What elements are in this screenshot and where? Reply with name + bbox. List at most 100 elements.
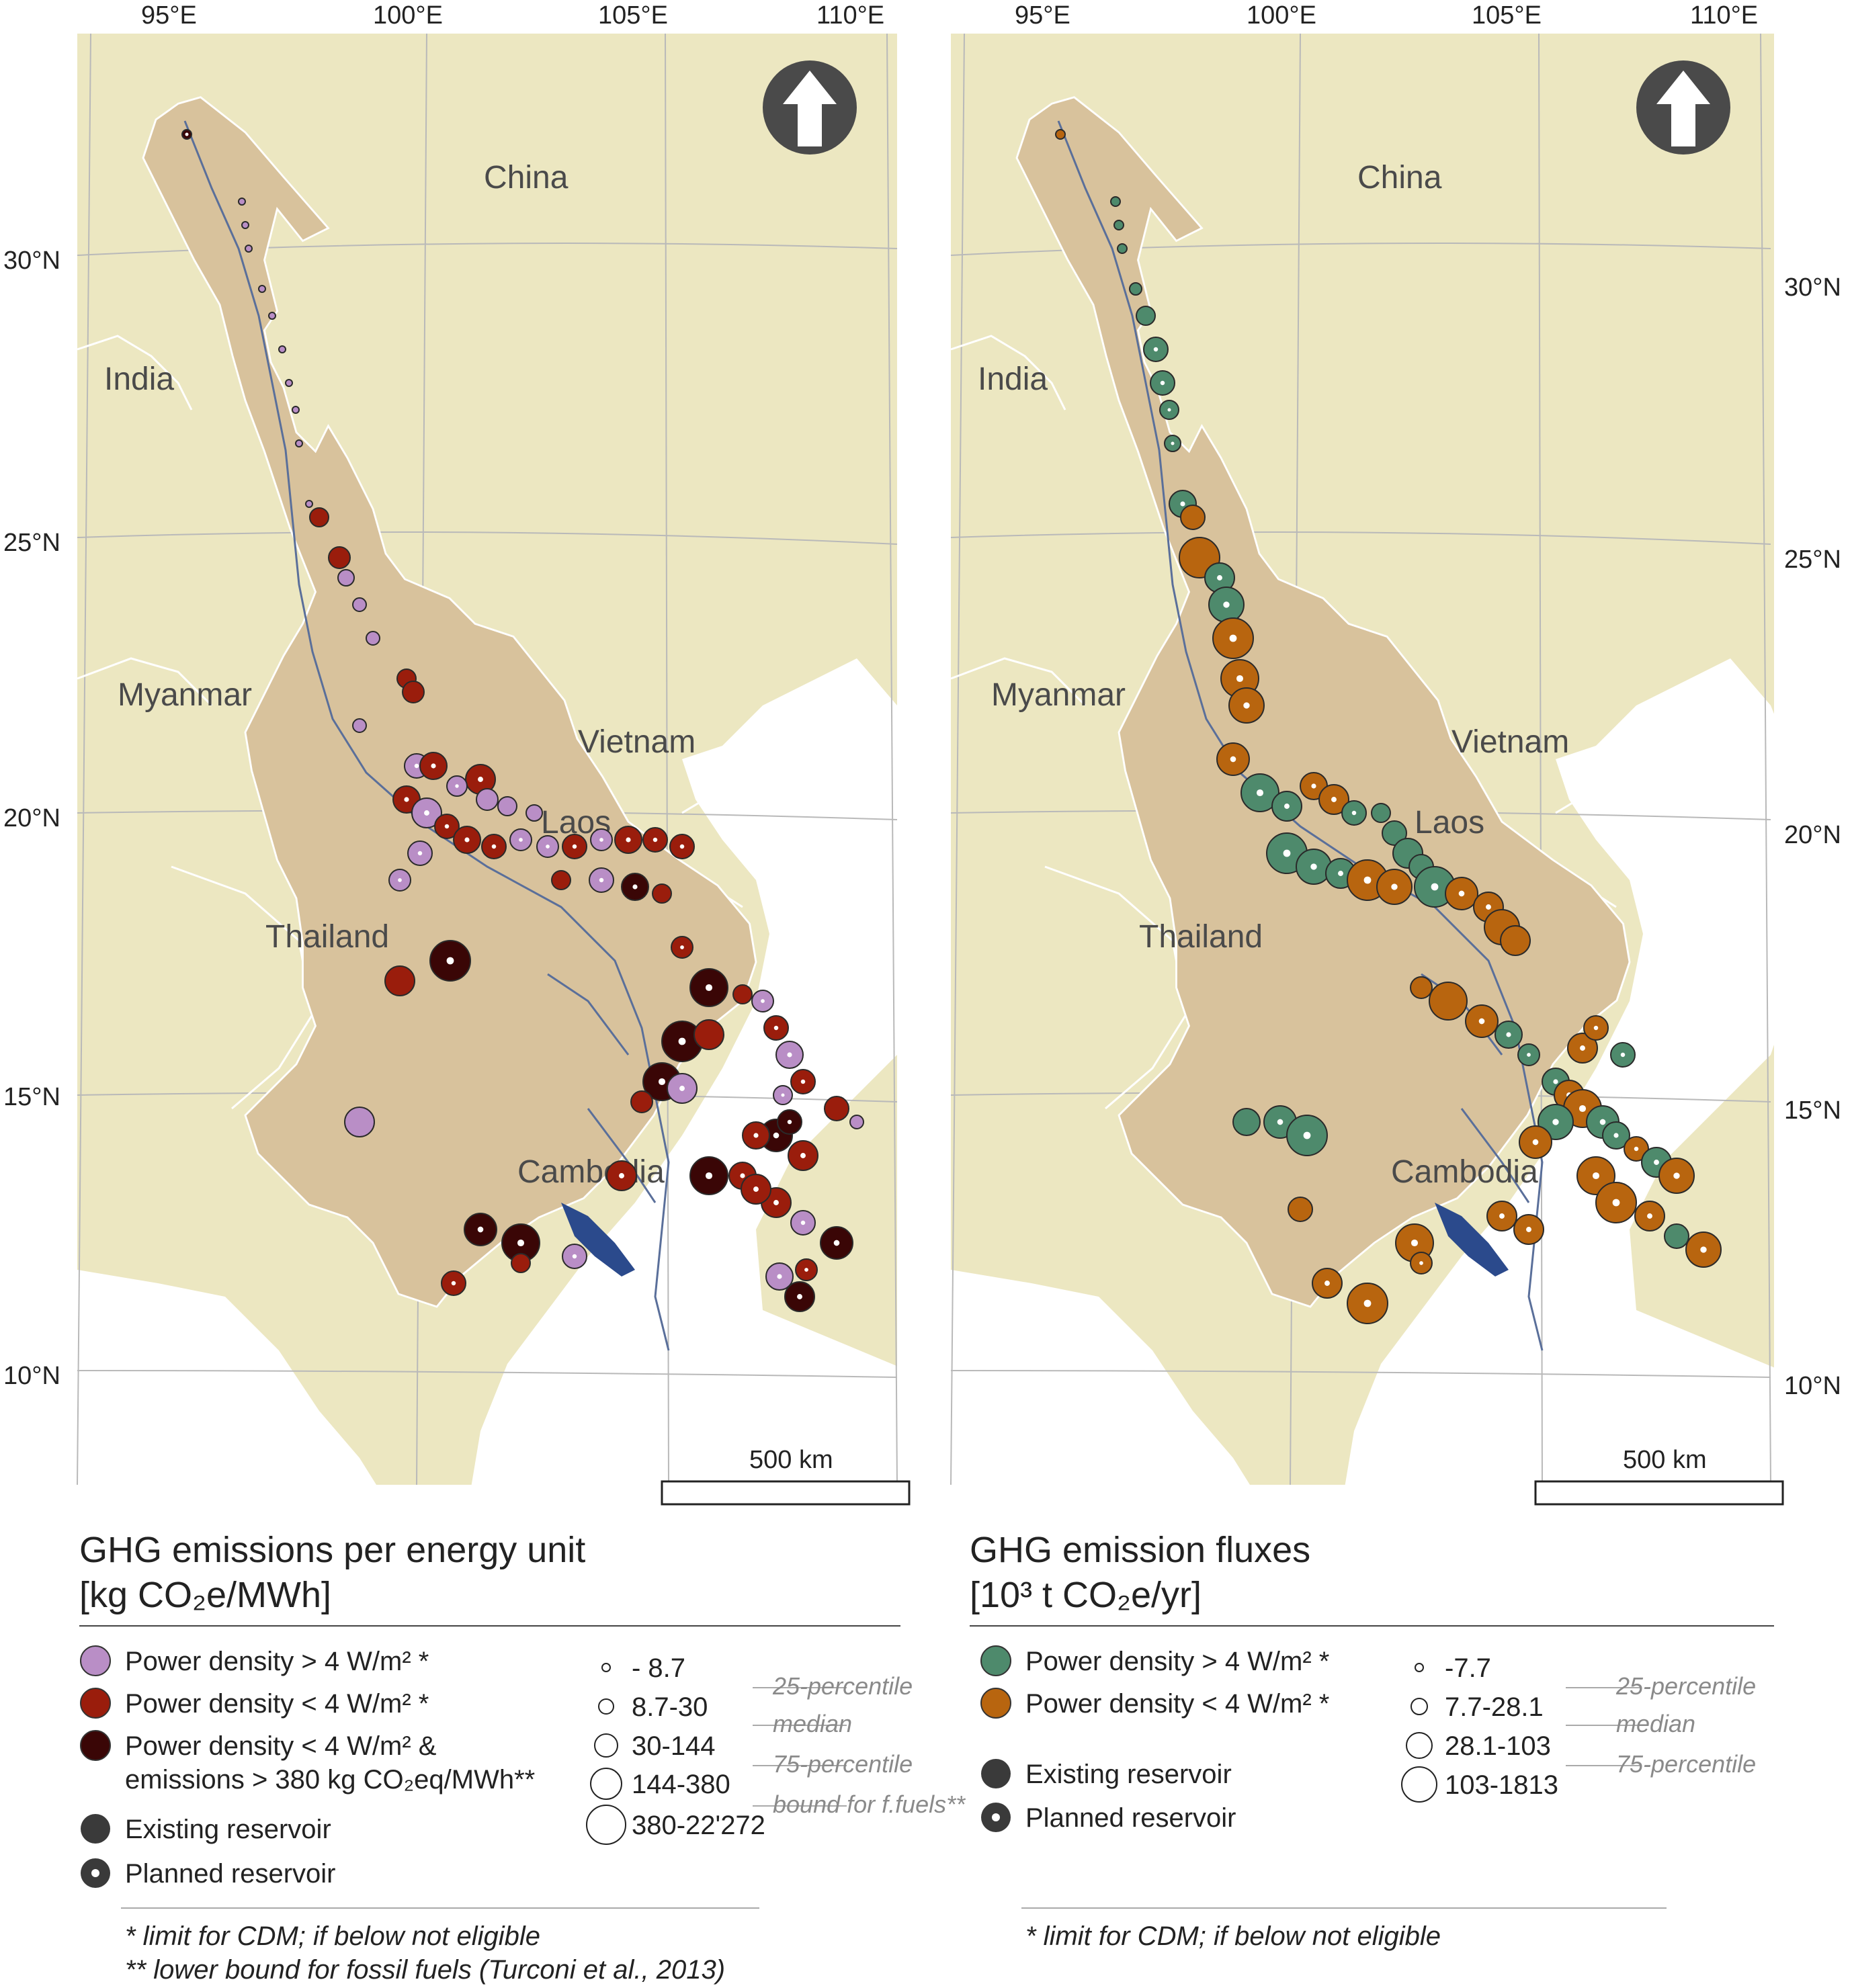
planned-marker xyxy=(455,784,459,788)
reservoir-point xyxy=(630,1090,653,1113)
label-myanmar: Myanmar xyxy=(118,677,252,713)
right-lat-20: 20°N xyxy=(1784,821,1841,849)
left-legend-title: GHG emissions per energy unit xyxy=(79,1530,585,1570)
planned-marker xyxy=(1310,863,1317,870)
planned-marker xyxy=(1223,601,1230,608)
label-myanmar: Myanmar xyxy=(991,677,1126,713)
planned-marker xyxy=(1478,1018,1485,1025)
tonle-sap-lake xyxy=(561,1203,635,1277)
label-laos: Laos xyxy=(1415,805,1484,840)
label-cambodia: Cambodia xyxy=(1391,1154,1538,1190)
reservoir-point xyxy=(1113,220,1124,230)
planned-marker xyxy=(1236,675,1244,683)
planned-marker xyxy=(404,797,409,802)
planned-marker xyxy=(451,1281,456,1286)
reservoir-point xyxy=(511,1253,531,1273)
left-country-labels: China India Myanmar Vietnam Laos Thailan… xyxy=(104,160,696,1190)
left-planned: Planned reservoir xyxy=(125,1859,336,1889)
left-cat-3b: emissions > 380 kg CO₂eq/MWh** xyxy=(125,1765,535,1795)
left-lat-20: 20°N xyxy=(3,804,60,832)
right-legend: GHG emission fluxes [10³ t CO₂e/yr] Powe… xyxy=(970,1530,1774,1951)
left-cat-1: Power density > 4 W/m² * xyxy=(125,1647,429,1676)
planned-marker xyxy=(491,844,497,849)
reservoir-point xyxy=(285,379,293,387)
right-size-2: 7.7-28.1 xyxy=(1445,1692,1544,1722)
planned-marker xyxy=(679,1086,685,1091)
planned-marker xyxy=(753,1186,759,1192)
reservoir-point xyxy=(1232,1108,1261,1136)
reservoir-point xyxy=(268,312,276,320)
planned-marker xyxy=(1612,1199,1620,1207)
planned-marker xyxy=(1431,883,1439,891)
size-icon-4 xyxy=(1401,1766,1437,1803)
reservoir-point xyxy=(309,507,329,527)
reservoir-point xyxy=(278,345,286,353)
planned-marker xyxy=(546,845,550,849)
planned-marker xyxy=(1153,347,1159,352)
planned-marker xyxy=(1486,904,1491,910)
left-size-5: 380-22'272 xyxy=(632,1811,765,1840)
left-cat-2: Power density < 4 W/m² * xyxy=(125,1689,429,1719)
reservoir-point xyxy=(352,718,367,733)
right-reservoir-points xyxy=(1055,129,1722,1324)
legend-swatch-red xyxy=(80,1688,111,1719)
planned-marker xyxy=(773,1025,779,1031)
planned-marker xyxy=(1243,702,1250,709)
label-china: China xyxy=(484,160,569,196)
right-lat-15: 15°N xyxy=(1784,1096,1841,1125)
right-lon-105: 105°E xyxy=(1472,1,1542,30)
planned-marker xyxy=(680,945,684,949)
planned-marker xyxy=(1552,1119,1559,1125)
left-lat-10: 10°N xyxy=(3,1362,60,1390)
planned-marker xyxy=(1277,1119,1283,1125)
size-icon-2 xyxy=(598,1698,614,1715)
reservoir-point xyxy=(1180,505,1206,530)
planned-marker xyxy=(1303,1131,1311,1139)
planned-marker xyxy=(1180,501,1185,507)
planned-marker xyxy=(1229,634,1237,642)
right-planned: Planned reservoir xyxy=(1025,1803,1236,1833)
left-pct-1: 25-percentile xyxy=(772,1672,913,1700)
planned-marker xyxy=(632,884,638,890)
reservoir-point xyxy=(238,198,246,206)
left-lon-110: 110°E xyxy=(816,1,884,30)
planned-marker xyxy=(773,1132,780,1139)
planned-marker xyxy=(797,1294,802,1299)
right-size-3: 28.1-103 xyxy=(1445,1731,1551,1761)
reservoir-point xyxy=(652,883,672,904)
reservoir-point xyxy=(1136,306,1156,326)
planned-marker xyxy=(1599,1119,1606,1125)
legend-swatch-orange xyxy=(980,1688,1011,1719)
left-pct-2: median xyxy=(773,1710,852,1737)
label-india: India xyxy=(104,361,174,397)
right-lat-10: 10°N xyxy=(1784,1372,1841,1400)
label-china: China xyxy=(1357,160,1442,196)
north-arrow-icon xyxy=(1636,60,1730,155)
tonle-sap-lake xyxy=(1435,1203,1509,1277)
planned-marker xyxy=(1553,1079,1558,1084)
size-icon-3 xyxy=(1406,1732,1433,1759)
reservoir-point xyxy=(1500,925,1531,956)
planned-marker xyxy=(1230,756,1236,763)
planned-marker xyxy=(1284,804,1290,809)
left-scale-bar: 500 km xyxy=(661,1446,911,1506)
left-reservoir-points xyxy=(181,129,864,1312)
reservoir-point xyxy=(1664,1223,1689,1249)
reservoir-point xyxy=(1371,803,1391,823)
planned-marker xyxy=(519,838,523,842)
planned-marker xyxy=(781,1093,785,1097)
planned-marker xyxy=(1256,789,1264,797)
legend-existing-reservoir-icon xyxy=(981,1759,1011,1788)
reservoir-point xyxy=(1110,196,1121,207)
right-pct-1: 25-percentile xyxy=(1615,1672,1756,1700)
left-legend: GHG emissions per energy unit [kg CO₂e/M… xyxy=(79,1530,966,1985)
planned-marker xyxy=(1499,1213,1505,1219)
planned-marker xyxy=(185,132,189,136)
right-country-labels: China India Myanmar Vietnam Laos Thailan… xyxy=(978,160,1569,1190)
planned-marker xyxy=(705,984,713,992)
right-size-4: 103-1813 xyxy=(1445,1770,1558,1800)
legend-swatch-green xyxy=(980,1645,1011,1676)
reservoir-point xyxy=(551,870,571,890)
planned-marker xyxy=(1167,408,1171,412)
planned-marker xyxy=(787,1052,792,1057)
